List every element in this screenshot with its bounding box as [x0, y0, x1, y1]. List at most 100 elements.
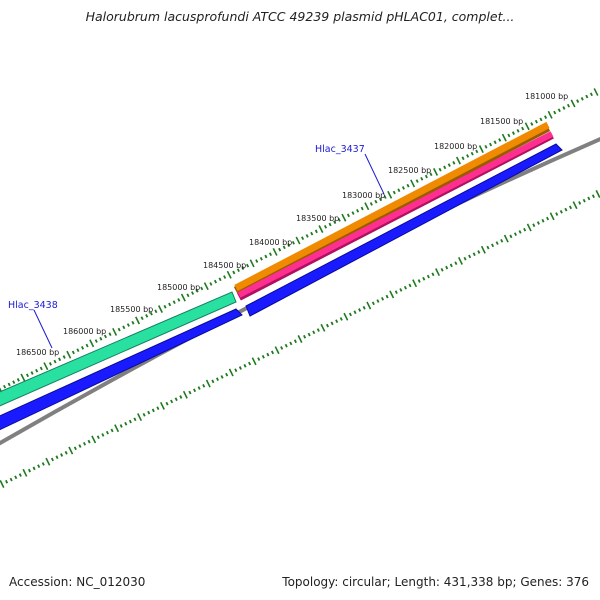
- ruler-minor-tick: [461, 156, 465, 161]
- ruler-minor-tick: [328, 222, 332, 227]
- gene-label-hlac-3437[interactable]: Hlac_3437: [315, 144, 365, 155]
- ruler-minor-tick: [335, 319, 339, 323]
- ruler-minor-tick: [383, 195, 387, 199]
- ruler-minor-tick: [85, 343, 89, 348]
- ruler-major-tick: [297, 335, 303, 343]
- ruler-major-tick: [203, 282, 209, 291]
- ruler-minor-tick: [348, 312, 352, 317]
- ruler-minor-tick: [188, 390, 192, 395]
- ruler-minor-tick: [246, 263, 250, 268]
- ruler-minor-tick: [358, 308, 362, 312]
- ruler-minor-tick: [223, 275, 227, 279]
- ruler-minor-tick: [351, 211, 355, 215]
- ruler-minor-tick: [417, 279, 421, 283]
- ruler-minor-tick: [16, 378, 20, 382]
- ruler-major-tick: [480, 245, 486, 254]
- ruler-minor-tick: [30, 371, 34, 375]
- ruler-minor-tick: [546, 216, 550, 221]
- ruler-minor-tick: [424, 174, 428, 179]
- inner-ruler-ticks: [0, 190, 600, 488]
- ruler-minor-tick: [35, 368, 39, 373]
- ruler-minor-tick: [73, 446, 77, 451]
- ruler-minor-tick: [108, 332, 112, 337]
- ruler-label: 186500 bp: [16, 348, 59, 357]
- ruler-minor-tick: [140, 316, 144, 321]
- ruler-minor-tick: [7, 382, 11, 387]
- gene-stack-right[interactable]: [233, 121, 563, 317]
- ruler-major-tick: [135, 316, 141, 325]
- backbone-track: [0, 137, 600, 446]
- ruler-major-tick: [45, 457, 51, 466]
- ruler-minor-tick: [5, 479, 9, 484]
- ruler-minor-tick: [147, 410, 151, 415]
- ruler-minor-tick: [145, 314, 149, 318]
- ruler-label: 182000 bp: [434, 142, 477, 151]
- ruler-minor-tick: [330, 321, 334, 326]
- gene-label-hlac-3438[interactable]: Hlac_3438: [8, 300, 58, 311]
- ruler-minor-tick: [37, 464, 41, 468]
- ruler-minor-tick: [186, 293, 190, 298]
- ruler-minor-tick: [133, 417, 137, 422]
- ruler-minor-tick: [60, 453, 64, 457]
- ruler-minor-tick: [110, 428, 114, 433]
- ruler-minor-tick: [553, 110, 557, 115]
- ruler-minor-tick: [486, 245, 490, 250]
- ruler-minor-tick: [14, 475, 18, 480]
- ruler-minor-tick: [498, 138, 502, 142]
- ruler-minor-tick: [191, 291, 195, 295]
- ruler-major-tick: [180, 293, 186, 302]
- ruler-minor-tick: [193, 388, 197, 393]
- gene-pink-bar[interactable]: [237, 131, 554, 298]
- ruler-minor-tick: [513, 232, 517, 236]
- ruler-major-tick: [595, 190, 600, 198]
- ruler-minor-tick: [440, 268, 444, 272]
- ruler-major-tick: [410, 179, 416, 188]
- ruler-minor-tick: [562, 106, 566, 110]
- ruler-major-tick: [274, 346, 280, 355]
- gene-orange-bar[interactable]: [234, 121, 550, 292]
- ruler-minor-tick: [316, 328, 320, 332]
- ruler-minor-tick: [266, 352, 270, 357]
- ruler-minor-tick: [27, 468, 32, 473]
- ruler-minor-tick: [236, 268, 240, 273]
- ruler-minor-tick: [3, 384, 7, 389]
- ruler-minor-tick: [415, 179, 419, 183]
- gene-green-bar[interactable]: [0, 291, 237, 408]
- ruler-major-tick: [295, 236, 301, 245]
- ruler-minor-tick: [406, 183, 410, 188]
- ruler-minor-tick: [532, 223, 536, 228]
- ruler-minor-tick: [270, 350, 275, 355]
- ruler-minor-tick: [587, 196, 591, 201]
- ruler-minor-tick: [289, 341, 293, 346]
- ruler-minor-tick: [48, 362, 52, 366]
- cds-blue-arrow-right[interactable]: [245, 143, 563, 317]
- topology-summary: Topology: circular; Length: 431,338 bp; …: [282, 575, 589, 589]
- ruler-minor-tick: [39, 366, 43, 371]
- ruler-minor-tick: [438, 167, 442, 172]
- ruler-minor-tick: [174, 397, 178, 402]
- ruler-major-tick: [341, 213, 347, 222]
- ruler-major-tick: [157, 305, 163, 313]
- ruler-minor-tick: [101, 433, 105, 437]
- ruler-minor-tick: [94, 339, 98, 343]
- ruler-minor-tick: [379, 197, 383, 202]
- accession-label: Accession: NC_012030: [9, 575, 146, 589]
- ruler-label: 185500 bp: [110, 305, 153, 314]
- ruler-minor-tick: [255, 259, 259, 263]
- gene-label-leader-3437: [364, 153, 385, 195]
- ruler-minor-tick: [408, 283, 412, 288]
- ruler-minor-tick: [64, 450, 68, 455]
- ruler-minor-tick: [291, 240, 295, 245]
- ruler-label: 181000 bp: [525, 92, 568, 101]
- ruler-minor-tick: [516, 129, 520, 133]
- ruler-minor-tick: [314, 229, 318, 234]
- cds-blue-arrow-left[interactable]: [0, 308, 243, 432]
- ruler-major-tick: [89, 339, 95, 348]
- ruler-minor-tick: [12, 380, 16, 384]
- ruler-minor-tick: [122, 325, 126, 330]
- ruler-minor-tick: [582, 198, 586, 203]
- gene-stack-left[interactable]: [0, 291, 243, 432]
- ruler-label: 186000 bp: [63, 327, 106, 336]
- ruler-label: 185000 bp: [157, 283, 200, 292]
